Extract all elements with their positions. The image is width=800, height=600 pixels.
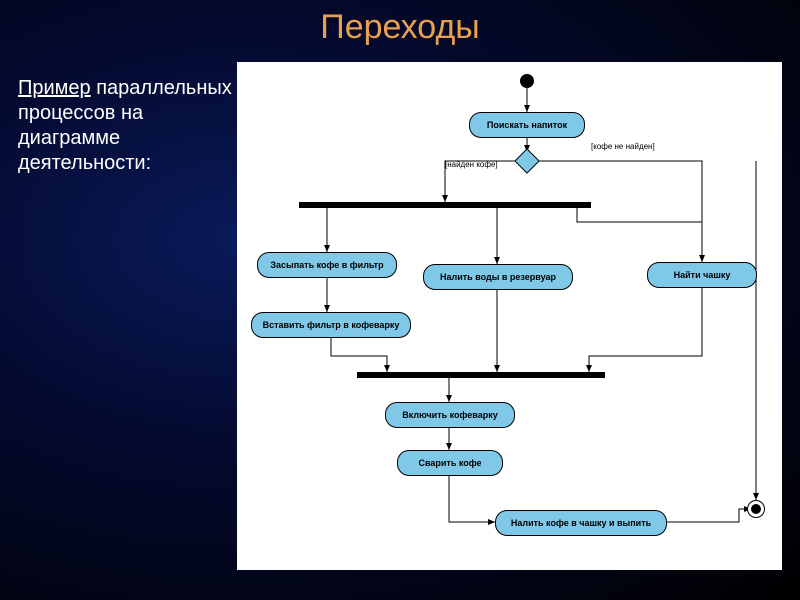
- final-node: [747, 500, 765, 518]
- activity-brew-coffee: Сварить кофе: [397, 450, 503, 476]
- activity-pour-water: Налить воды в резервуар: [423, 264, 573, 290]
- guard-found-coffee: [найден кофе]: [445, 160, 498, 169]
- description-text: Пример параллельных процессов на диаграм…: [18, 76, 238, 176]
- activity-find-cup: Найти чашку: [647, 262, 757, 288]
- initial-node: [520, 74, 534, 88]
- join-bar: [357, 372, 605, 378]
- fork-bar: [299, 202, 591, 208]
- activity-diagram: Поискать напиток [найден кофе] [кофе не …: [237, 62, 782, 570]
- activity-insert-filter: Вставить фильтр в кофеварку: [251, 312, 411, 338]
- description-underlined: Пример: [18, 77, 91, 99]
- activity-fill-coffee-filter: Засыпать кофе в фильтр: [257, 252, 397, 278]
- activity-turn-on-coffeemaker: Включить кофеварку: [385, 402, 515, 428]
- guard-coffee-not-found: [кофе не найден]: [591, 142, 655, 151]
- activity-pour-and-drink: Налить кофе в чашку и выпить: [495, 510, 667, 536]
- activity-search-drink: Поискать напиток: [469, 112, 585, 138]
- page-title: Переходы: [0, 0, 800, 47]
